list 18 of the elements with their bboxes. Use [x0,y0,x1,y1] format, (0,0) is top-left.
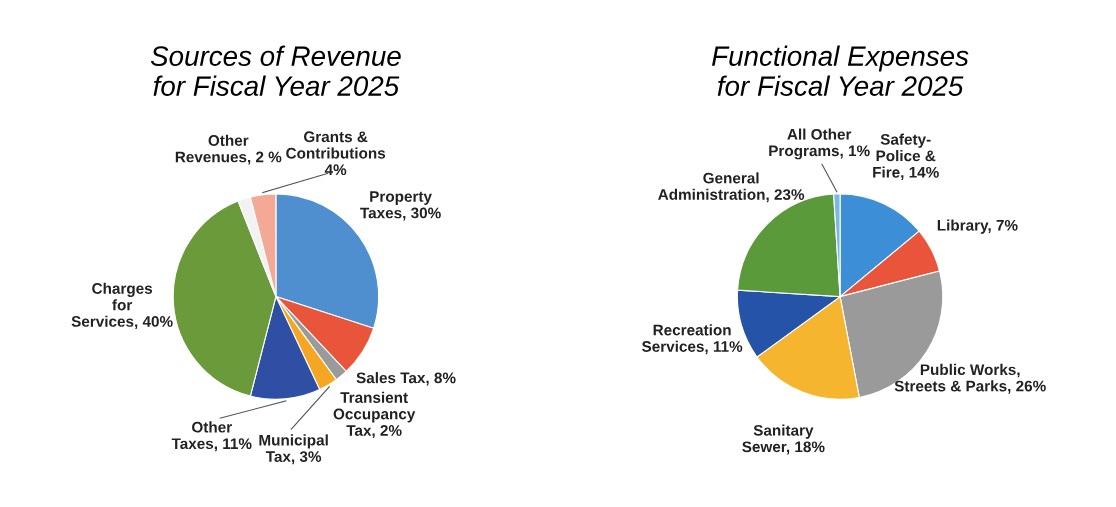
slice-label: Other Revenues, 2 % [175,134,282,165]
slice-label: Charges for Services, 40% [71,282,173,330]
slice-label: Sales Tax, 8% [356,372,456,386]
slice-label: Transient Occupancy Tax, 2% [333,391,416,439]
slice-label: Grants & Contributions [286,131,386,159]
slice-label: Library, 7% [937,219,1018,234]
slice-label: Property Taxes, 30% [360,191,441,221]
chart-title: Sources of Revenue for Fiscal Year 2025 [150,45,401,96]
slice-label: Municipal Tax, 3% [259,434,328,465]
slice-label: General Administration, 23% [658,172,805,203]
slice-label: Safety- Police & Fire, 14% [873,133,939,180]
data-label: 4% [324,164,347,176]
slice-label: Other Taxes, 11% [171,421,252,452]
slice-label: Public Works, Streets & Parks, 26% [894,363,1046,394]
slice-label: Sanitary Sewer, 18% [742,424,825,455]
chart-title: Functional Expenses for Fiscal Year 2025 [712,45,969,96]
slice-label: All Other Programs, 1% [769,128,870,160]
slice-label: Recreation Services, 11% [642,324,743,355]
